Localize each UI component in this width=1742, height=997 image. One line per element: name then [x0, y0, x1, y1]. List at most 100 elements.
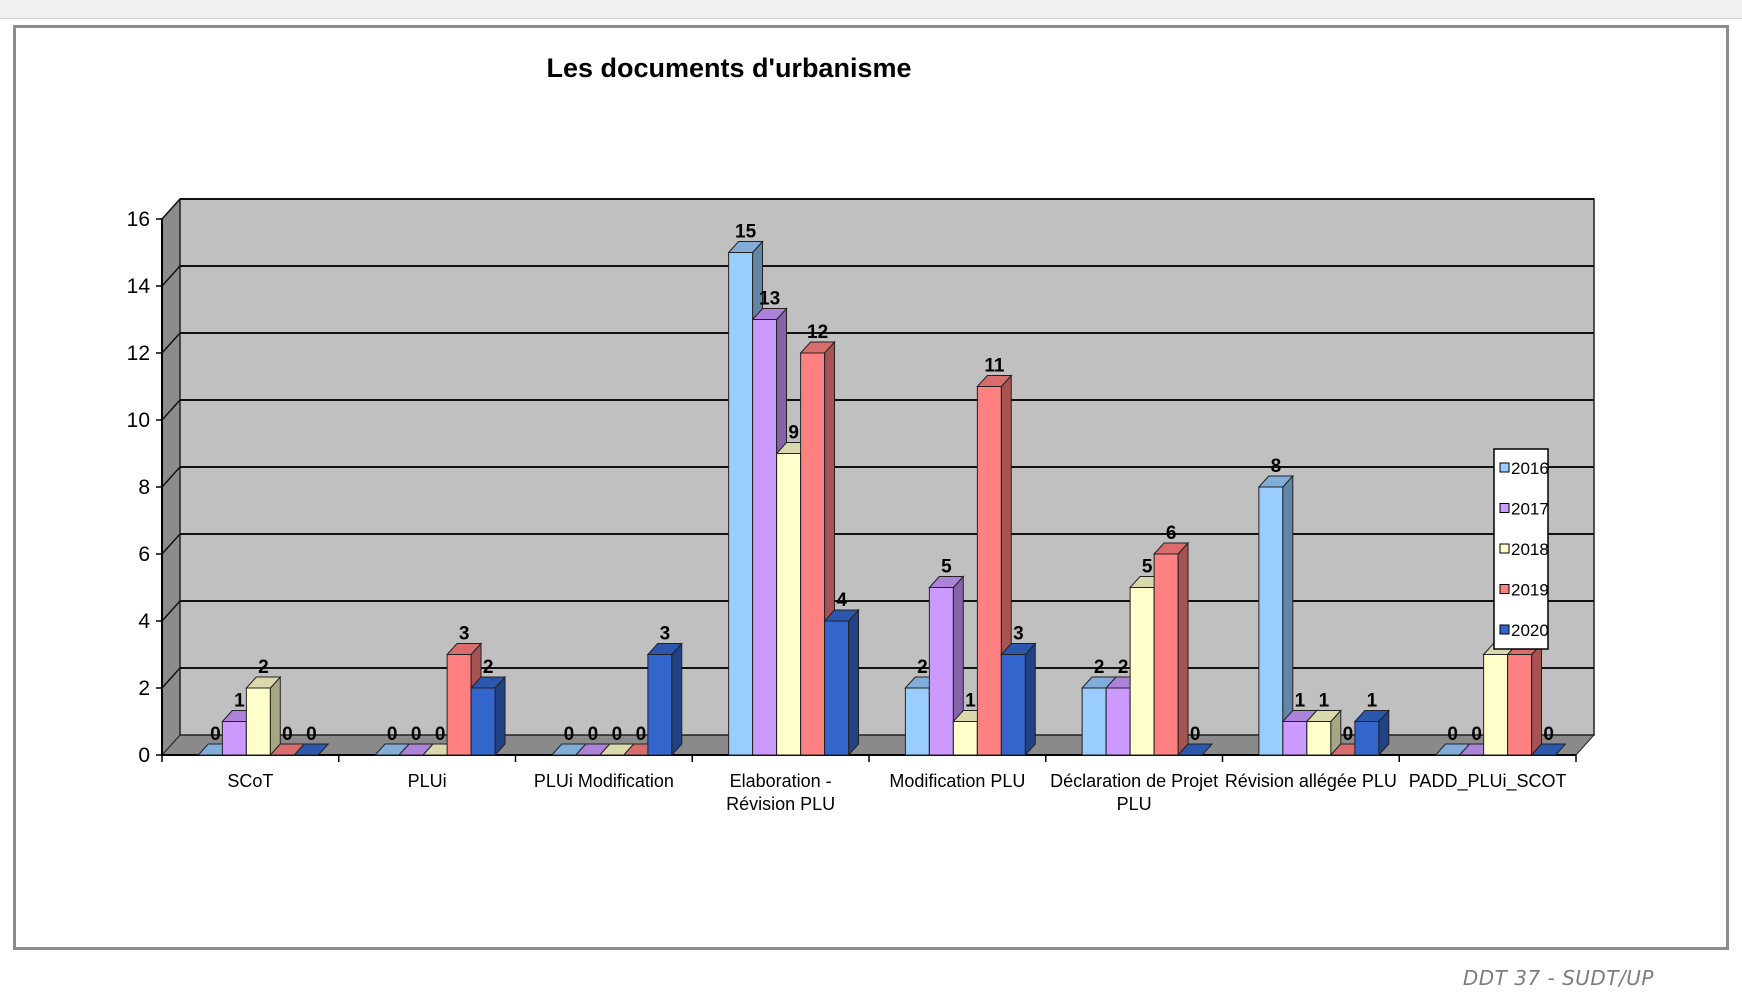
legend-label: 2019: [1511, 581, 1549, 600]
data-label: 1: [965, 691, 976, 712]
x-tick-label: PADD_PLUi_SCOT: [1409, 771, 1567, 792]
data-label: 5: [941, 557, 952, 578]
bar-top: [470, 676, 507, 689]
data-label: 2: [258, 657, 269, 678]
bar-front: [800, 352, 826, 756]
legend-swatch: [1499, 543, 1510, 554]
bar: [799, 340, 836, 757]
data-label: 15: [735, 222, 757, 243]
bar-front: [1507, 654, 1533, 756]
data-label: 2: [1118, 657, 1129, 678]
bar-front: [1153, 553, 1179, 756]
gridline-side: [161, 265, 181, 287]
bar: [928, 575, 965, 757]
gridline-side: [161, 667, 181, 689]
bar-top: [1257, 475, 1294, 488]
data-label: 6: [1166, 523, 1177, 544]
bar-top: [646, 643, 683, 655]
y-tick-label: 10: [127, 409, 150, 432]
bar: [1177, 743, 1214, 756]
bar-side: [1177, 541, 1189, 757]
bar-front: [728, 252, 754, 756]
legend-item: 2017: [1499, 500, 1549, 519]
bar: [245, 675, 282, 757]
bar-front: [1000, 654, 1026, 756]
bar-side: [848, 608, 860, 757]
y-tick-label: 6: [138, 543, 150, 566]
bar-top: [1353, 710, 1390, 722]
data-label: 0: [1471, 724, 1482, 745]
data-label: 1: [1367, 691, 1378, 712]
chart-bars: [197, 240, 1567, 757]
x-tick-label: Révision PLU: [726, 794, 835, 814]
data-label: 2: [1094, 657, 1105, 678]
data-label: 12: [807, 322, 828, 343]
data-label: 9: [788, 423, 799, 444]
legend-label: 2018: [1511, 540, 1549, 559]
bar-top: [245, 676, 282, 689]
x-tick-label: Modification PLU: [889, 771, 1025, 791]
data-label: 8: [1271, 456, 1282, 477]
bar: [823, 608, 860, 757]
chart-frame: 0 2 4 6 8 10 12 14 16 Les documents d'urbanisme SC…: [13, 25, 1729, 950]
bar-front: [904, 687, 930, 756]
bar-side: [269, 675, 281, 757]
x-tick-label: PLUi Modification: [534, 771, 674, 791]
data-label: 3: [660, 624, 671, 645]
bar-top: [823, 609, 860, 622]
bar-front: [1129, 587, 1155, 756]
bar-front: [1081, 687, 1107, 756]
data-label: 0: [1447, 724, 1458, 745]
gridline-side: [161, 399, 181, 421]
bar-front: [976, 386, 1002, 756]
bar-front: [776, 453, 802, 756]
bar-top: [976, 375, 1013, 387]
data-label: 0: [411, 724, 422, 745]
bar-front: [647, 654, 673, 756]
bar: [293, 743, 330, 756]
y-tick-label: 4: [138, 610, 150, 633]
bar: [1353, 709, 1390, 757]
bar-front: [221, 721, 247, 756]
legend-item: 2018: [1499, 540, 1549, 559]
data-label: 0: [306, 724, 317, 745]
bar-top: [727, 241, 764, 253]
bar-top: [1177, 743, 1214, 756]
data-label: 2: [917, 657, 928, 678]
y-tick-label: 8: [138, 476, 150, 499]
x-tick-label: PLU: [1117, 794, 1152, 814]
bar-front: [952, 721, 978, 756]
legend-item: 2019: [1499, 581, 1549, 600]
legend-swatch: [1499, 584, 1510, 594]
gridline-side: [161, 332, 181, 354]
bar-front: [1306, 721, 1332, 756]
bar: [1530, 743, 1567, 756]
bar-side: [1024, 642, 1036, 757]
legend-label: 2020: [1511, 621, 1549, 640]
data-label: 0: [1543, 724, 1554, 745]
data-label: 13: [759, 289, 780, 310]
footer-credit: DDT 37 - SUDT/UP: [1462, 966, 1654, 990]
bar-top: [1530, 743, 1567, 756]
bar-front: [1282, 721, 1308, 756]
bar: [1000, 642, 1037, 757]
bar-top: [1305, 710, 1342, 722]
data-label: 0: [387, 724, 398, 745]
y-tick-label: 14: [127, 275, 151, 298]
x-tick-label: Déclaration de Projet: [1050, 771, 1218, 791]
bar-front: [1105, 687, 1131, 756]
bar: [470, 675, 507, 757]
bar-top: [928, 576, 965, 588]
data-label: 0: [282, 724, 293, 745]
y-tick-label: 16: [127, 208, 150, 231]
bar-top: [293, 743, 330, 756]
bar-side: [494, 675, 506, 757]
gridline-side: [161, 198, 181, 220]
data-label: 1: [1295, 691, 1306, 712]
legend-swatch: [1499, 462, 1510, 473]
data-label: 0: [210, 724, 221, 745]
bar-top: [799, 341, 836, 354]
bar-side: [1531, 642, 1543, 757]
